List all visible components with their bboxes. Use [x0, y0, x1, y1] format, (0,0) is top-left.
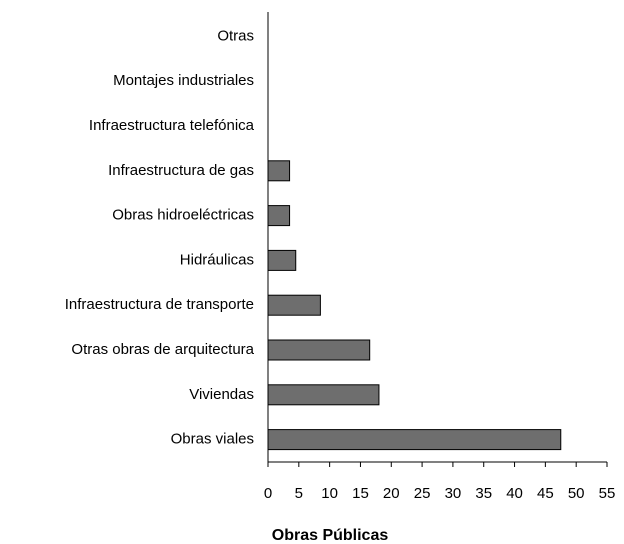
bar: [267, 384, 380, 406]
y-tick-label: Otras obras de arquitectura: [71, 341, 254, 358]
bar: [267, 249, 297, 271]
y-tick-label: Otras: [217, 27, 254, 44]
x-tick-label: 15: [352, 485, 369, 502]
x-tick-label: 50: [568, 485, 585, 502]
x-tick-label: 20: [383, 485, 400, 502]
y-tick-label: Obras viales: [171, 431, 254, 448]
x-tick-label: 30: [445, 485, 462, 502]
x-tick-label: 5: [295, 485, 303, 502]
bar: [267, 339, 371, 361]
x-tick-label: 35: [475, 485, 492, 502]
y-tick-label: Infraestructura de gas: [108, 162, 254, 179]
bar: [267, 160, 291, 182]
y-tick-label: Montajes industriales: [113, 72, 254, 89]
x-tick-label: 40: [506, 485, 523, 502]
y-tick-label: Hidráulicas: [180, 251, 254, 268]
bar: [267, 294, 321, 316]
x-tick-label: 10: [321, 485, 338, 502]
y-tick-label: Obras hidroeléctricas: [112, 207, 254, 224]
bar: [267, 429, 562, 451]
y-tick-label: Infraestructura de transporte: [65, 296, 254, 313]
chart-title: Obras Públicas: [272, 527, 389, 544]
x-tick-label: 25: [414, 485, 431, 502]
bar: [267, 205, 291, 227]
y-tick-label: Infraestructura telefónica: [89, 117, 255, 134]
y-tick-label: Viviendas: [189, 386, 254, 403]
x-tick-label: 45: [537, 485, 554, 502]
x-tick-label: 55: [599, 485, 616, 502]
x-tick-label: 0: [264, 485, 272, 502]
